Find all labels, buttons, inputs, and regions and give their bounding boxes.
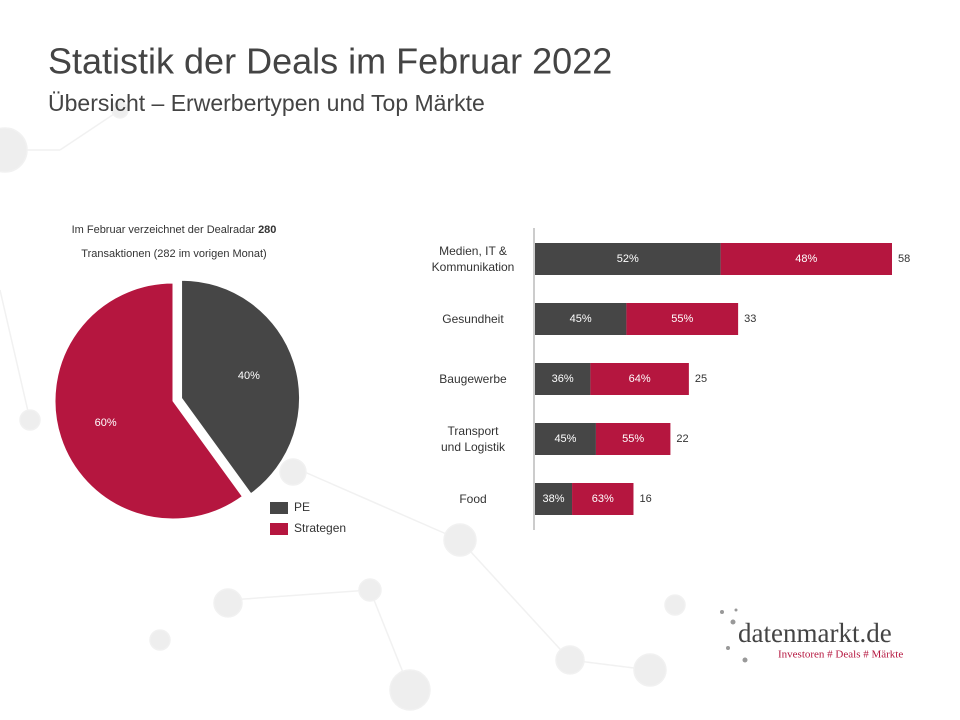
bar-segment [590,363,689,395]
title: Statistik der Deals im Februar 2022 [48,41,612,82]
segment-label: 63% [592,493,614,505]
category-label: Gesundheit [442,312,504,326]
pie-slice [54,282,244,520]
segment-label: 38% [543,493,565,505]
segment-label: 45% [554,433,576,445]
bar-segment [595,423,671,455]
pie-note: Im Februar verzeichnet der Dealradar 280 [72,224,277,236]
legend-swatch [270,502,288,514]
legend-label: PE [294,500,310,514]
category-label: Transport und Logistik [440,424,506,454]
background-network [0,101,686,711]
logo [720,608,748,663]
segment-label: 64% [629,373,651,385]
category-label: Medien, IT & Kommunikation [431,244,515,274]
segment-label: 55% [622,433,644,445]
total-label: 22 [676,433,688,445]
bar-segment [535,303,627,335]
segment-label: 55% [671,313,693,325]
total-label: 33 [744,313,756,325]
bar-segment [535,483,573,515]
category-label: Baugewerbe [439,372,507,386]
category-label: Food [459,492,487,506]
slice-label: 40% [238,370,260,382]
bar-segment [572,483,634,515]
pie-note: Transaktionen (282 im vorigen Monat) [81,248,266,260]
bar-segment [535,423,596,455]
bar-segment [720,243,892,275]
bar-segment [535,363,591,395]
pie-slice [181,279,301,495]
bar-segment [535,243,721,275]
subtitle: Übersicht – Erwerbertypen und Top Märkte [48,90,485,116]
legend-swatch [270,523,288,535]
total-label: 16 [639,493,651,505]
legend-label: Strategen [294,521,346,535]
segment-label: 52% [617,253,639,265]
segment-label: 36% [552,373,574,385]
note-number: 280 [258,224,276,236]
slice-label: 60% [95,417,117,429]
bar-segment [626,303,739,335]
total-label: 25 [695,373,707,385]
segment-label: 45% [570,313,592,325]
logo-name: datenmarkt.de [738,618,892,648]
logo-tagline: Investoren # Deals # Märkte [778,649,903,661]
note-text: Im Februar verzeichnet der Dealradar [72,224,256,236]
segment-label: 48% [795,253,817,265]
total-label: 58 [898,253,910,265]
